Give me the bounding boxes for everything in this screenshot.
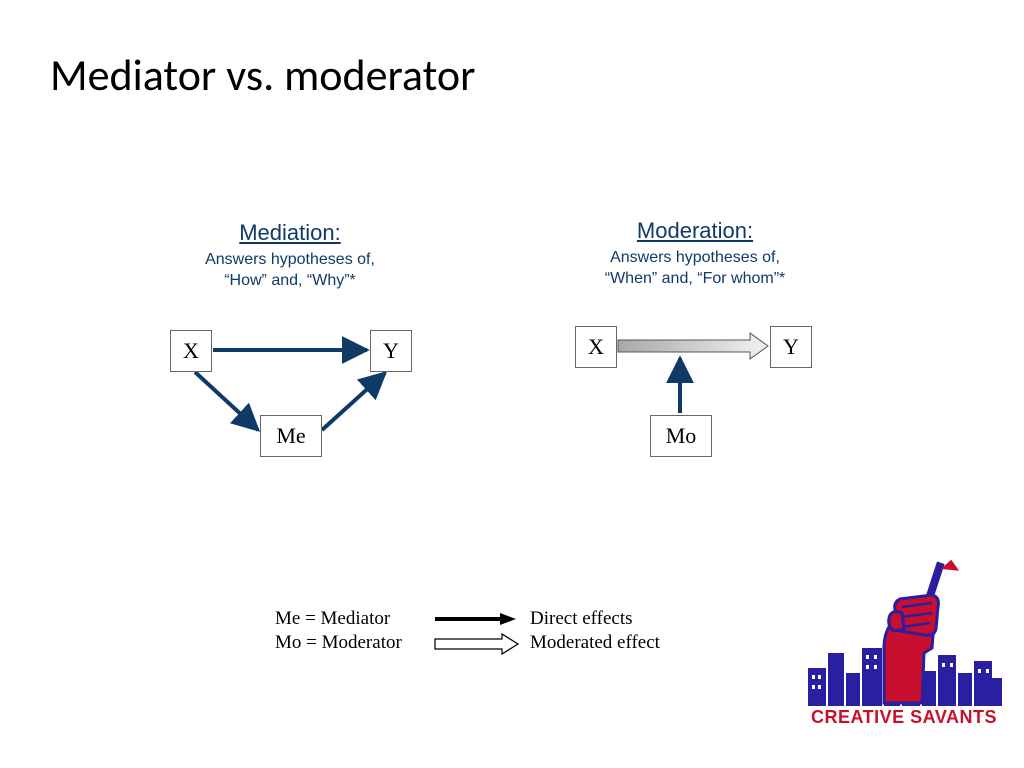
mediation-node-x: X [170,330,212,372]
legend-moderated: Moderated effect [530,632,660,654]
mediation-node-me: Me [260,415,322,457]
page-title: Mediator vs. moderator [50,48,475,102]
legend-me: Me = Mediator [275,608,390,630]
logo-text: CREATIVE SAVANTS [804,707,1004,728]
legend-mo: Mo = Moderator [275,632,402,654]
mediation-node-y: Y [370,330,412,372]
moderation-node-x: X [575,326,617,368]
moderation-header: Moderation: Answers hypotheses of, “When… [555,218,835,290]
mediation-subtitle: Answers hypotheses of, “How” and, “Why”* [150,250,430,292]
logo-graphic [804,553,1004,728]
legend-direct: Direct effects [530,608,633,630]
moderation-subtitle: Answers hypotheses of, “When” and, “For … [555,248,835,290]
mediation-header: Mediation: Answers hypotheses of, “How” … [150,220,430,292]
moderation-title: Moderation: [555,218,835,244]
mediation-title: Mediation: [150,220,430,246]
moderation-node-y: Y [770,326,812,368]
slide: Mediator vs. moderator Mediation: Answer… [0,0,1024,768]
logo: CREATIVE SAVANTS [804,553,1004,728]
moderation-node-mo: Mo [650,415,712,457]
